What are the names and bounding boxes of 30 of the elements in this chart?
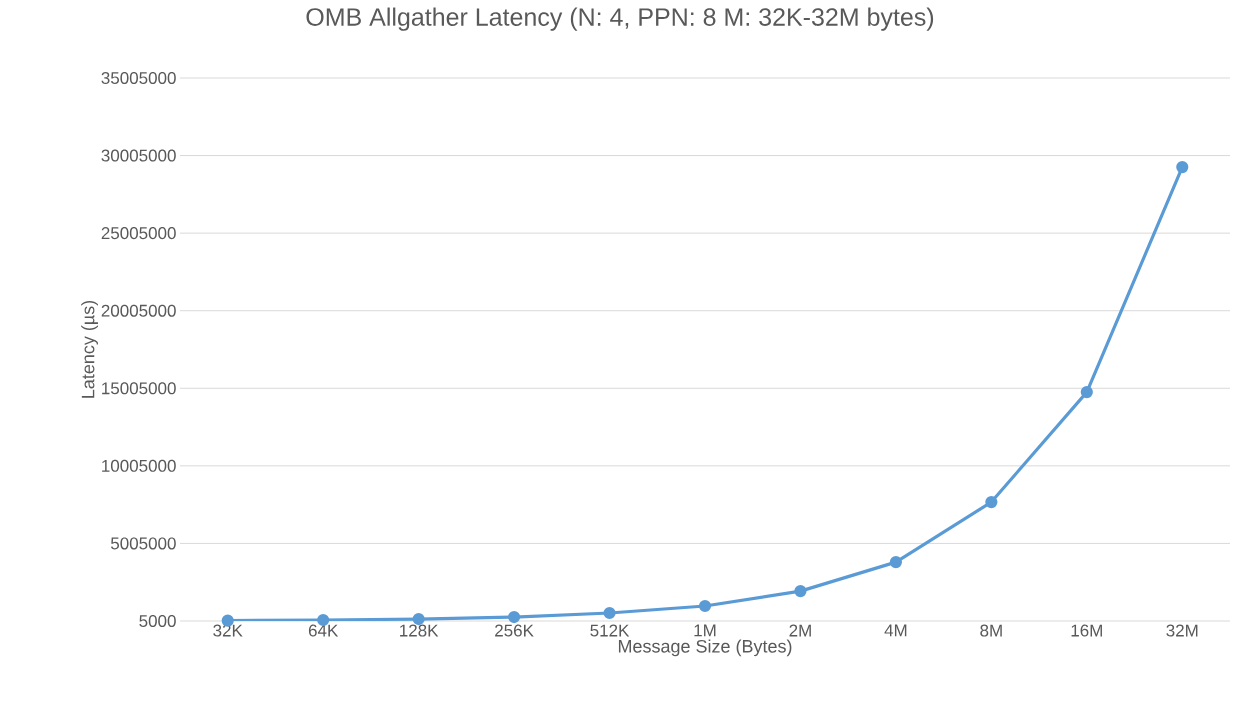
y-tick-label: 30005000 bbox=[101, 149, 176, 162]
x-tick-label: 32K bbox=[213, 624, 243, 637]
y-tick-label: 5005000 bbox=[110, 537, 176, 550]
x-tick-label: 32M bbox=[1166, 624, 1198, 637]
x-tick-label: 8M bbox=[980, 624, 1002, 637]
point bbox=[508, 610, 521, 624]
x-axis-title: Message Size (Bytes) bbox=[618, 639, 792, 657]
x-tick-label: 64K bbox=[308, 624, 339, 637]
x-tick-label: 4M bbox=[884, 624, 907, 637]
point bbox=[1176, 161, 1189, 174]
x-tick-label: 2M bbox=[789, 624, 811, 637]
point bbox=[1080, 385, 1093, 399]
y-tick-label: 20005000 bbox=[101, 304, 176, 317]
point bbox=[698, 599, 712, 613]
y-tick-label: 10005000 bbox=[102, 459, 176, 472]
point bbox=[985, 495, 998, 509]
y-tick-label: 25005000 bbox=[101, 227, 176, 240]
x-tick-label: 512K bbox=[590, 624, 630, 637]
y-tick-label: 15005000 bbox=[102, 382, 176, 395]
x-tick-label: 128K bbox=[400, 624, 439, 637]
point bbox=[603, 606, 616, 620]
point bbox=[889, 556, 903, 569]
y-tick-label: 35005000 bbox=[101, 71, 176, 85]
x-tick-label: 16M bbox=[1071, 624, 1102, 637]
point bbox=[794, 585, 807, 598]
x-tick-label: 256K bbox=[495, 624, 534, 637]
y-tick-label: 5000 bbox=[139, 614, 176, 628]
chart-title: OMB Allgather Latency (N: 4, PPN: 8 M: 32K-32M bytes) bbox=[306, 7, 934, 31]
x-tick-label: 1M bbox=[694, 624, 716, 637]
y-axis-title: Latency (µs) bbox=[81, 300, 98, 398]
